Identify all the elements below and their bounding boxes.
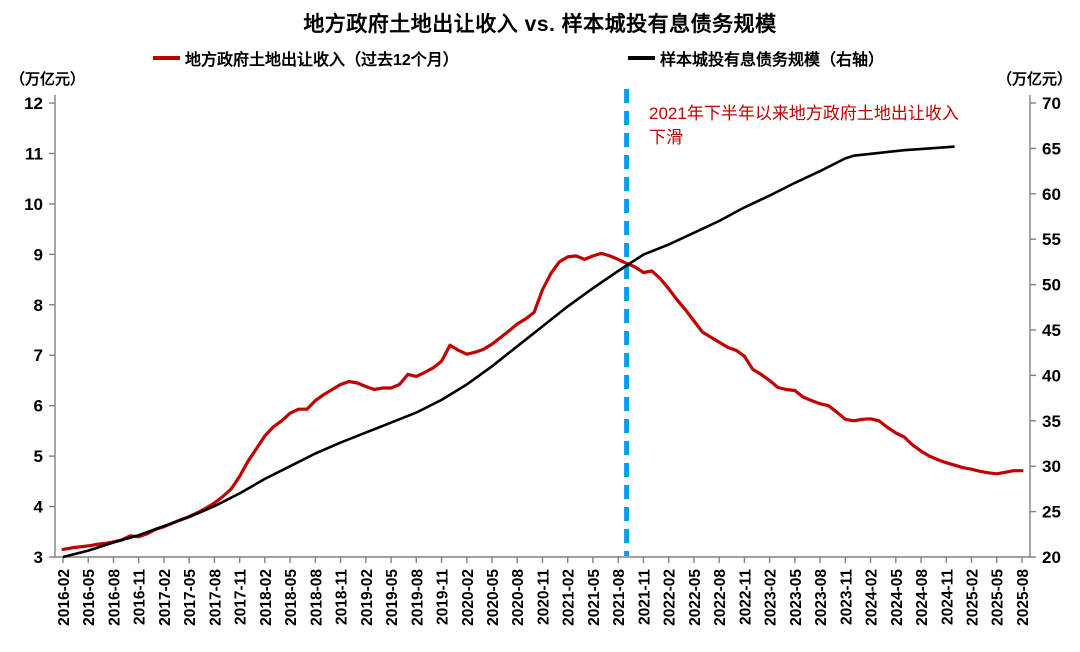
left-axis-tick-label: 3 [34, 548, 43, 567]
x-axis-tick-label: 2020-08 [510, 569, 527, 626]
left-axis-tick-label: 5 [34, 447, 43, 466]
x-axis-tick-label: 2016-08 [106, 569, 123, 626]
x-axis-tick-label: 2021-05 [586, 569, 603, 626]
left-axis-tick-label: 6 [34, 397, 43, 416]
x-axis-tick-label: 2024-05 [889, 569, 906, 626]
x-axis-tick-label: 2017-11 [233, 569, 250, 625]
x-axis-tick-label: 2021-02 [561, 569, 578, 626]
left-axis-tick-label: 11 [25, 144, 43, 163]
x-axis-tick-label: 2023-05 [788, 569, 805, 626]
x-axis-tick-label: 2019-05 [384, 569, 401, 626]
x-axis-tick-label: 2023-02 [763, 569, 780, 626]
left-axis-unit-label: （万亿元） [10, 71, 86, 88]
legend-label-debt: 样本城投有息债务规模（右轴） [660, 52, 885, 69]
x-axis-tick-label: 2025-02 [964, 569, 981, 626]
x-axis-tick-label: 2018-02 [258, 569, 275, 626]
x-axis-tick-label: 2016-05 [81, 569, 98, 626]
right-axis-tick-label: 70 [1042, 94, 1061, 113]
x-axis-tick-label: 2022-08 [712, 569, 729, 626]
red-line-swatch-icon [153, 56, 180, 60]
left-axis-tick-label: 7 [34, 346, 43, 365]
x-axis-tick-label: 2018-08 [308, 569, 325, 626]
left-axis-tick-label: 12 [24, 94, 43, 113]
x-axis-tick-label: 2016-11 [132, 569, 149, 625]
black-line-swatch-icon [628, 56, 655, 60]
x-axis-tick-label: 2025-05 [990, 569, 1007, 626]
x-axis-tick-label: 2019-02 [359, 569, 376, 626]
right-axis-tick-label: 20 [1042, 548, 1061, 567]
land-revenue-line [61, 251, 1024, 552]
x-axis-tick-label: 2022-02 [662, 569, 679, 626]
x-axis-tick-label: 2022-05 [687, 569, 704, 626]
legend-label-land-revenue: 地方政府土地出让收入（过去12个月） [185, 52, 459, 69]
right-axis-tick-label: 25 [1042, 503, 1061, 522]
x-axis-tick-label: 2021-11 [636, 569, 653, 625]
right-axis-tick-label: 65 [1042, 139, 1061, 158]
x-axis-tick-label: 2023-11 [838, 569, 855, 625]
left-axis-tick-label: 10 [24, 195, 43, 214]
debt-line [62, 145, 955, 559]
x-axis-tick-label: 2022-11 [737, 569, 754, 625]
x-axis-tick-label: 2021-08 [611, 569, 628, 626]
x-axis-tick-label: 2017-05 [182, 569, 199, 626]
x-axis-tick-label: 2018-11 [334, 569, 351, 625]
x-axis-tick-label: 2024-02 [864, 569, 881, 626]
annotation-line-1: 2021年下半年以来地方政府土地出让收入 [649, 104, 959, 123]
right-axis-tick-label: 40 [1042, 366, 1061, 385]
x-axis-tick-label: 2019-08 [409, 569, 426, 626]
right-axis-unit-label: （万亿元） [996, 71, 1072, 88]
x-axis-tick-label: 2020-05 [485, 569, 502, 626]
legend-item-land-revenue: 地方政府土地出让收入（过去12个月） [153, 48, 459, 69]
x-axis-tick-label: 2018-05 [283, 569, 300, 626]
left-axis-tick-label: 4 [34, 498, 44, 517]
right-axis-tick-label: 60 [1042, 185, 1061, 204]
annotation-text: 2021年下半年以来地方政府土地出让收入 下滑 [649, 102, 1009, 150]
page-title: 地方政府土地出让收入 vs. 样本城投有息债务规模 [303, 13, 777, 36]
annotation-line-2: 下滑 [649, 128, 683, 147]
x-axis-tick-label: 2017-02 [157, 569, 174, 626]
x-axis-tick-label: 2020-02 [460, 569, 477, 626]
x-axis-tick-label: 2020-11 [535, 569, 552, 625]
right-axis-tick-label: 55 [1042, 230, 1061, 249]
right-axis-tick-label: 50 [1042, 276, 1061, 295]
x-axis-tick-label: 2023-08 [813, 569, 830, 626]
x-axis-tick-label: 2024-08 [914, 569, 931, 626]
legend-item-debt: 样本城投有息债务规模（右轴） [628, 48, 885, 69]
x-axis-tick-label: 2017-08 [207, 569, 224, 626]
right-axis-tick-label: 30 [1042, 457, 1061, 476]
x-axis-tick-label: 2016-02 [56, 569, 73, 626]
left-axis-tick-label: 8 [34, 296, 43, 315]
left-axis-tick-label: 9 [34, 245, 43, 264]
x-axis-tick-label: 2024-11 [939, 569, 956, 625]
right-axis-tick-label: 35 [1042, 412, 1061, 431]
x-axis-tick-label: 2019-11 [435, 569, 452, 625]
x-axis-tick-label: 2025-08 [1015, 569, 1032, 626]
right-axis-tick-label: 45 [1042, 321, 1061, 340]
